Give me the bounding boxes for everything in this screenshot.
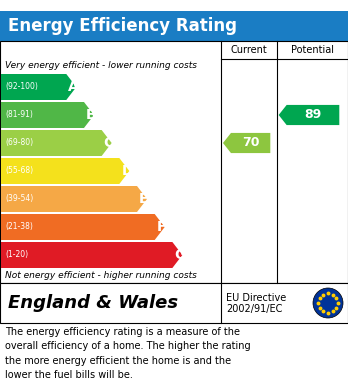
Text: G: G [174,248,186,262]
Text: A: A [68,80,79,94]
Text: 2002/91/EC: 2002/91/EC [226,304,282,314]
Bar [0,11,348,41]
Text: 89: 89 [304,108,322,122]
Polygon shape [279,105,339,125]
Bar [0,41,348,283]
Circle shape [313,288,343,318]
Text: (39-54): (39-54) [5,194,33,203]
Text: (69-80): (69-80) [5,138,33,147]
Text: The energy efficiency rating is a measure of the
overall efficiency of a home. T: The energy efficiency rating is a measur… [5,327,251,380]
Text: B: B [86,108,97,122]
Text: C: C [104,136,114,150]
Text: England & Wales: England & Wales [8,294,178,312]
Text: Energy Efficiency Rating: Energy Efficiency Rating [8,17,237,35]
Polygon shape [1,74,76,100]
Polygon shape [1,102,94,128]
Text: Very energy efficient - lower running costs: Very energy efficient - lower running co… [5,61,197,70]
Text: E: E [139,192,149,206]
Text: (55-68): (55-68) [5,167,33,176]
Text: (92-100): (92-100) [5,83,38,91]
Polygon shape [1,214,165,240]
Text: Not energy efficient - higher running costs: Not energy efficient - higher running co… [5,271,197,280]
Text: (1-20): (1-20) [5,251,28,260]
Polygon shape [1,130,112,156]
Polygon shape [223,133,270,153]
Text: Potential: Potential [291,45,334,55]
Text: (81-91): (81-91) [5,111,33,120]
Text: 70: 70 [242,136,259,149]
Text: F: F [157,220,166,234]
Bar [0,283,348,323]
Polygon shape [1,186,147,212]
Text: (21-38): (21-38) [5,222,33,231]
Polygon shape [1,242,182,268]
Text: EU Directive: EU Directive [226,293,286,303]
Text: D: D [121,164,133,178]
Polygon shape [1,158,129,184]
Text: Current: Current [230,45,267,55]
